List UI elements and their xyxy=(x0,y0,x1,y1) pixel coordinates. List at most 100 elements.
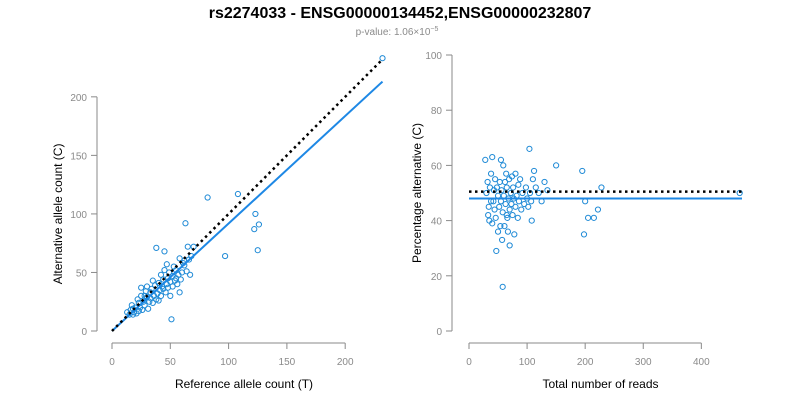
data-point xyxy=(497,223,504,230)
y-tick-label: 20 xyxy=(431,272,443,283)
y-tick-label: 100 xyxy=(425,51,442,62)
y-tick-label: 80 xyxy=(431,106,443,117)
data-point xyxy=(251,226,258,233)
data-point xyxy=(493,247,500,255)
data-point xyxy=(492,176,499,183)
data-point xyxy=(204,194,211,201)
data-point xyxy=(515,181,522,188)
data-point xyxy=(503,170,510,177)
data-point xyxy=(498,187,505,194)
data-point xyxy=(485,203,492,210)
data-point xyxy=(512,203,519,210)
x-tick-label: 0 xyxy=(466,357,472,368)
data-point xyxy=(485,211,492,219)
data-point xyxy=(169,283,176,290)
data-point xyxy=(504,214,511,221)
data-point xyxy=(177,276,184,283)
data-point xyxy=(138,292,145,299)
x-axis-title: Reference allele count (T) xyxy=(175,377,313,391)
data-point xyxy=(532,184,539,191)
data-point xyxy=(517,176,524,183)
data-point xyxy=(511,231,518,238)
data-point xyxy=(494,228,502,235)
data-point xyxy=(535,189,542,197)
x-tick-label: 400 xyxy=(693,357,710,368)
data-point xyxy=(155,297,162,304)
data-point xyxy=(139,306,146,314)
data-point xyxy=(221,252,229,260)
data-point xyxy=(493,184,500,191)
percentage-plot: 0 100 200 300 400 0 20 40 60 80 100 Total number of… xyxy=(410,51,743,391)
data-point xyxy=(590,214,597,221)
data-point xyxy=(598,184,605,191)
data-point xyxy=(500,162,507,169)
p-value-exponent: −5 xyxy=(430,26,438,33)
y-tick-label: 200 xyxy=(70,93,87,104)
data-point xyxy=(502,200,509,208)
data-point xyxy=(379,55,386,62)
data-point xyxy=(580,231,588,238)
data-point xyxy=(149,299,156,306)
data-point xyxy=(584,214,592,221)
data-point xyxy=(499,283,506,290)
data-point xyxy=(254,247,261,254)
data-point xyxy=(522,184,530,191)
data-point xyxy=(528,217,535,224)
data-point xyxy=(492,214,499,221)
x-tick-label: 0 xyxy=(109,357,115,368)
chart-subtitle: p-value: 1.06×10−5 xyxy=(356,26,439,38)
data-point xyxy=(141,302,148,309)
y-axis-title: Alternative allele count (C) xyxy=(51,144,65,285)
data-point xyxy=(486,184,494,191)
data-point xyxy=(489,220,496,227)
y-axis-title: Percentage alternative (C) xyxy=(410,123,424,263)
data-point xyxy=(149,277,156,284)
data-point xyxy=(168,316,175,323)
data-point xyxy=(521,200,528,208)
y-tick-label: 150 xyxy=(70,151,87,162)
data-point xyxy=(518,206,525,213)
data-point xyxy=(482,156,489,163)
data-point xyxy=(510,184,517,191)
data-point xyxy=(146,298,153,305)
data-point xyxy=(504,228,512,235)
data-point xyxy=(153,244,160,251)
data-point xyxy=(174,281,181,288)
data-point xyxy=(507,189,514,197)
data-point xyxy=(157,292,165,299)
data-point xyxy=(184,243,191,250)
reference-line xyxy=(111,58,384,332)
data-point xyxy=(499,236,506,244)
data-point xyxy=(594,206,602,213)
x-axis-title: Total number of reads xyxy=(542,377,658,391)
y-tick-label: 100 xyxy=(70,210,87,221)
data-point xyxy=(526,145,533,152)
data-point xyxy=(508,200,515,208)
x-tick-label: 50 xyxy=(165,357,177,368)
x-tick-label: 300 xyxy=(635,357,652,368)
x-tick-label: 200 xyxy=(337,357,354,368)
y-tick-label: 50 xyxy=(76,268,88,279)
data-point xyxy=(541,178,548,186)
x-tick-label: 200 xyxy=(577,357,594,368)
data-point xyxy=(553,162,560,169)
data-point xyxy=(506,242,513,249)
data-point xyxy=(512,170,519,177)
data-point xyxy=(503,211,510,219)
data-point xyxy=(579,167,586,175)
data-point xyxy=(509,211,516,219)
data-point xyxy=(234,190,242,198)
p-value-text: p-value: 1.06×10 xyxy=(356,27,431,38)
data-point xyxy=(176,289,183,296)
data-point xyxy=(155,279,162,287)
data-point xyxy=(143,283,151,290)
data-point xyxy=(499,209,506,216)
data-point xyxy=(491,206,498,213)
data-point xyxy=(483,189,490,197)
data-point xyxy=(501,178,509,186)
data-point xyxy=(506,206,513,213)
data-point xyxy=(134,296,141,303)
chart-title: rs2274033 - ENSG00000134452,ENSG00000232… xyxy=(209,5,592,22)
data-point xyxy=(514,214,521,221)
